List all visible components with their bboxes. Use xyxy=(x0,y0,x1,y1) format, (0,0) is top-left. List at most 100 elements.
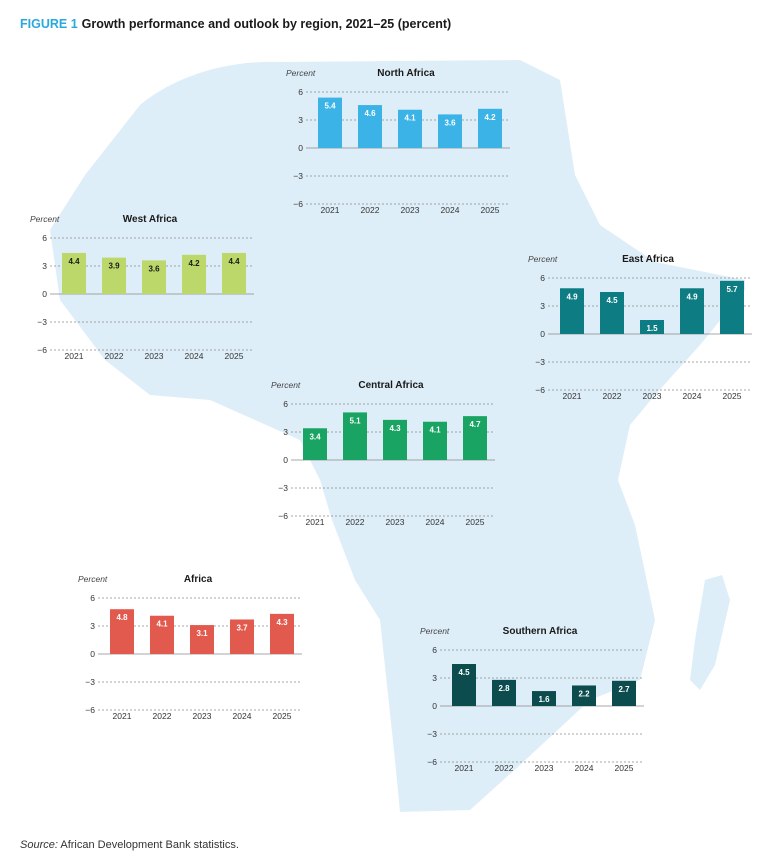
east-ytick-label-0: 6 xyxy=(540,273,545,283)
east-data-label-2024: 4.9 xyxy=(686,292,698,301)
north-xtick-label-2025: 2025 xyxy=(481,205,500,215)
figure-title-text: Growth performance and outlook by region… xyxy=(81,17,452,31)
africa-data-label-2023: 3.1 xyxy=(196,629,208,638)
africa-ytick-label-1: 3 xyxy=(90,621,95,631)
southern-ytick-label-4: −6 xyxy=(427,757,437,767)
chart-west-africa: Percent West Africa 6 3 0 −3 −6 4.4 2021 3.9 2022 3… xyxy=(28,208,258,361)
southern-xtick-label-2023: 2023 xyxy=(535,763,554,773)
africa-bar-2021 xyxy=(110,609,134,654)
southern-xtick-label-2022: 2022 xyxy=(495,763,514,773)
southern-ylabel: Percent xyxy=(420,626,450,636)
africa-bar-2024 xyxy=(230,619,254,654)
west-bar-2023 xyxy=(142,260,166,294)
africa-bar-2025 xyxy=(270,613,294,654)
southern-data-label-2025: 2.7 xyxy=(618,685,630,694)
east-data-label-2021: 4.9 xyxy=(566,292,578,301)
africa-ytick-label-4: −6 xyxy=(85,705,95,715)
central-title: Central Africa xyxy=(358,380,424,391)
southern-bar-2021 xyxy=(452,664,476,706)
africa-ytick-label-0: 6 xyxy=(90,593,95,603)
north-xtick-label-2024: 2024 xyxy=(441,205,460,215)
west-data-label-2021: 4.4 xyxy=(68,257,80,266)
west-xtick-label-2025: 2025 xyxy=(225,351,244,361)
north-xtick-label-2023: 2023 xyxy=(401,205,420,215)
chart-central-africa: Percent Central Africa 6 3 0 −3 −6 3.4 2021 5.1 20… xyxy=(269,374,499,527)
central-ytick-label-1: 3 xyxy=(283,427,288,437)
southern-xtick-label-2021: 2021 xyxy=(455,763,474,773)
north-bar-2022 xyxy=(358,105,382,148)
east-ytick-label-4: −6 xyxy=(535,385,545,395)
central-bar-2025 xyxy=(463,416,487,460)
africa-data-label-2022: 4.1 xyxy=(156,620,168,629)
west-xtick-label-2021: 2021 xyxy=(65,351,84,361)
north-title: North Africa xyxy=(377,68,435,79)
west-data-label-2025: 4.4 xyxy=(228,257,240,266)
central-bar-2023 xyxy=(383,419,407,460)
southern-title: Southern Africa xyxy=(503,626,578,637)
east-xtick-label-2021: 2021 xyxy=(563,391,582,401)
africa-bar-2022 xyxy=(150,615,174,654)
central-ytick-label-4: −6 xyxy=(278,511,288,521)
southern-data-label-2023: 1.6 xyxy=(538,695,550,704)
central-data-label-2024: 4.1 xyxy=(429,426,441,435)
east-ytick-label-3: −3 xyxy=(535,357,545,367)
southern-bar-2022 xyxy=(492,679,516,706)
southern-ytick-label-3: −3 xyxy=(427,729,437,739)
north-data-label-2022: 4.6 xyxy=(364,109,376,118)
north-bar-2021 xyxy=(318,97,342,148)
west-data-label-2023: 3.6 xyxy=(148,264,160,273)
source-label: Source: xyxy=(20,839,58,851)
africa-xtick-label-2022: 2022 xyxy=(153,711,172,721)
chart-southern-africa: Percent Southern Africa 6 3 0 −3 −6 4.5 2021 2.8 2… xyxy=(418,620,648,773)
central-xtick-label-2022: 2022 xyxy=(346,517,365,527)
chart-africa: Percent Africa 6 3 0 −3 −6 4.8 2021 4.1 2022 3.1 202… xyxy=(76,568,306,721)
north-ytick-label-2: 0 xyxy=(298,143,303,153)
west-ytick-label-2: 0 xyxy=(42,289,47,299)
east-bar-2023 xyxy=(640,320,664,334)
central-data-label-2025: 4.7 xyxy=(469,420,481,429)
africa-xtick-label-2024: 2024 xyxy=(233,711,252,721)
southern-data-label-2024: 2.2 xyxy=(578,689,590,698)
africa-xtick-label-2021: 2021 xyxy=(113,711,132,721)
west-bar-2021 xyxy=(62,252,86,294)
east-bar-2021 xyxy=(560,288,584,334)
east-xtick-label-2024: 2024 xyxy=(683,391,702,401)
africa-xtick-label-2025: 2025 xyxy=(273,711,292,721)
central-ytick-label-3: −3 xyxy=(278,483,288,493)
central-ytick-label-0: 6 xyxy=(283,399,288,409)
west-ytick-label-4: −6 xyxy=(37,345,47,355)
north-ytick-label-4: −6 xyxy=(293,199,303,209)
southern-bar-2025 xyxy=(612,680,636,706)
east-data-label-2025: 5.7 xyxy=(726,285,738,294)
north-xtick-label-2022: 2022 xyxy=(361,205,380,215)
west-chart-svg: Percent West Africa 6 3 0 −3 −6 4.4 2021 3.9 2022 3… xyxy=(30,214,254,361)
east-xtick-label-2022: 2022 xyxy=(603,391,622,401)
north-ytick-label-3: −3 xyxy=(293,171,303,181)
central-bar-2024 xyxy=(423,421,447,460)
southern-bar-2023 xyxy=(532,691,556,706)
north-data-label-2021: 5.4 xyxy=(324,102,336,111)
southern-data-label-2021: 4.5 xyxy=(458,668,470,677)
east-bar-2024 xyxy=(680,288,704,334)
east-data-label-2023: 1.5 xyxy=(646,324,658,333)
africa-ylabel: Percent xyxy=(78,574,108,584)
west-data-label-2024: 4.2 xyxy=(188,259,200,268)
north-bar-2024 xyxy=(438,114,462,148)
chart-east-africa: Percent East Africa 6 3 0 −3 −6 4.9 2021 4.5 2022 1… xyxy=(526,248,756,401)
southern-ytick-label-0: 6 xyxy=(432,645,437,655)
east-ytick-label-1: 3 xyxy=(540,301,545,311)
source-text: African Development Bank statistics. xyxy=(60,839,239,851)
africa-bar-2023 xyxy=(190,625,214,654)
east-bar-2022 xyxy=(600,292,624,334)
southern-data-label-2022: 2.8 xyxy=(498,684,510,693)
central-bar-2022 xyxy=(343,412,367,460)
north-ytick-label-0: 6 xyxy=(298,87,303,97)
north-ylabel: Percent xyxy=(286,68,316,78)
north-data-label-2024: 3.6 xyxy=(444,118,456,127)
east-title: East Africa xyxy=(622,254,674,265)
west-bar-2025 xyxy=(222,252,246,294)
north-bar-2025 xyxy=(478,108,502,148)
west-data-label-2022: 3.9 xyxy=(108,262,120,271)
north-xtick-label-2021: 2021 xyxy=(321,205,340,215)
southern-xtick-label-2025: 2025 xyxy=(615,763,634,773)
